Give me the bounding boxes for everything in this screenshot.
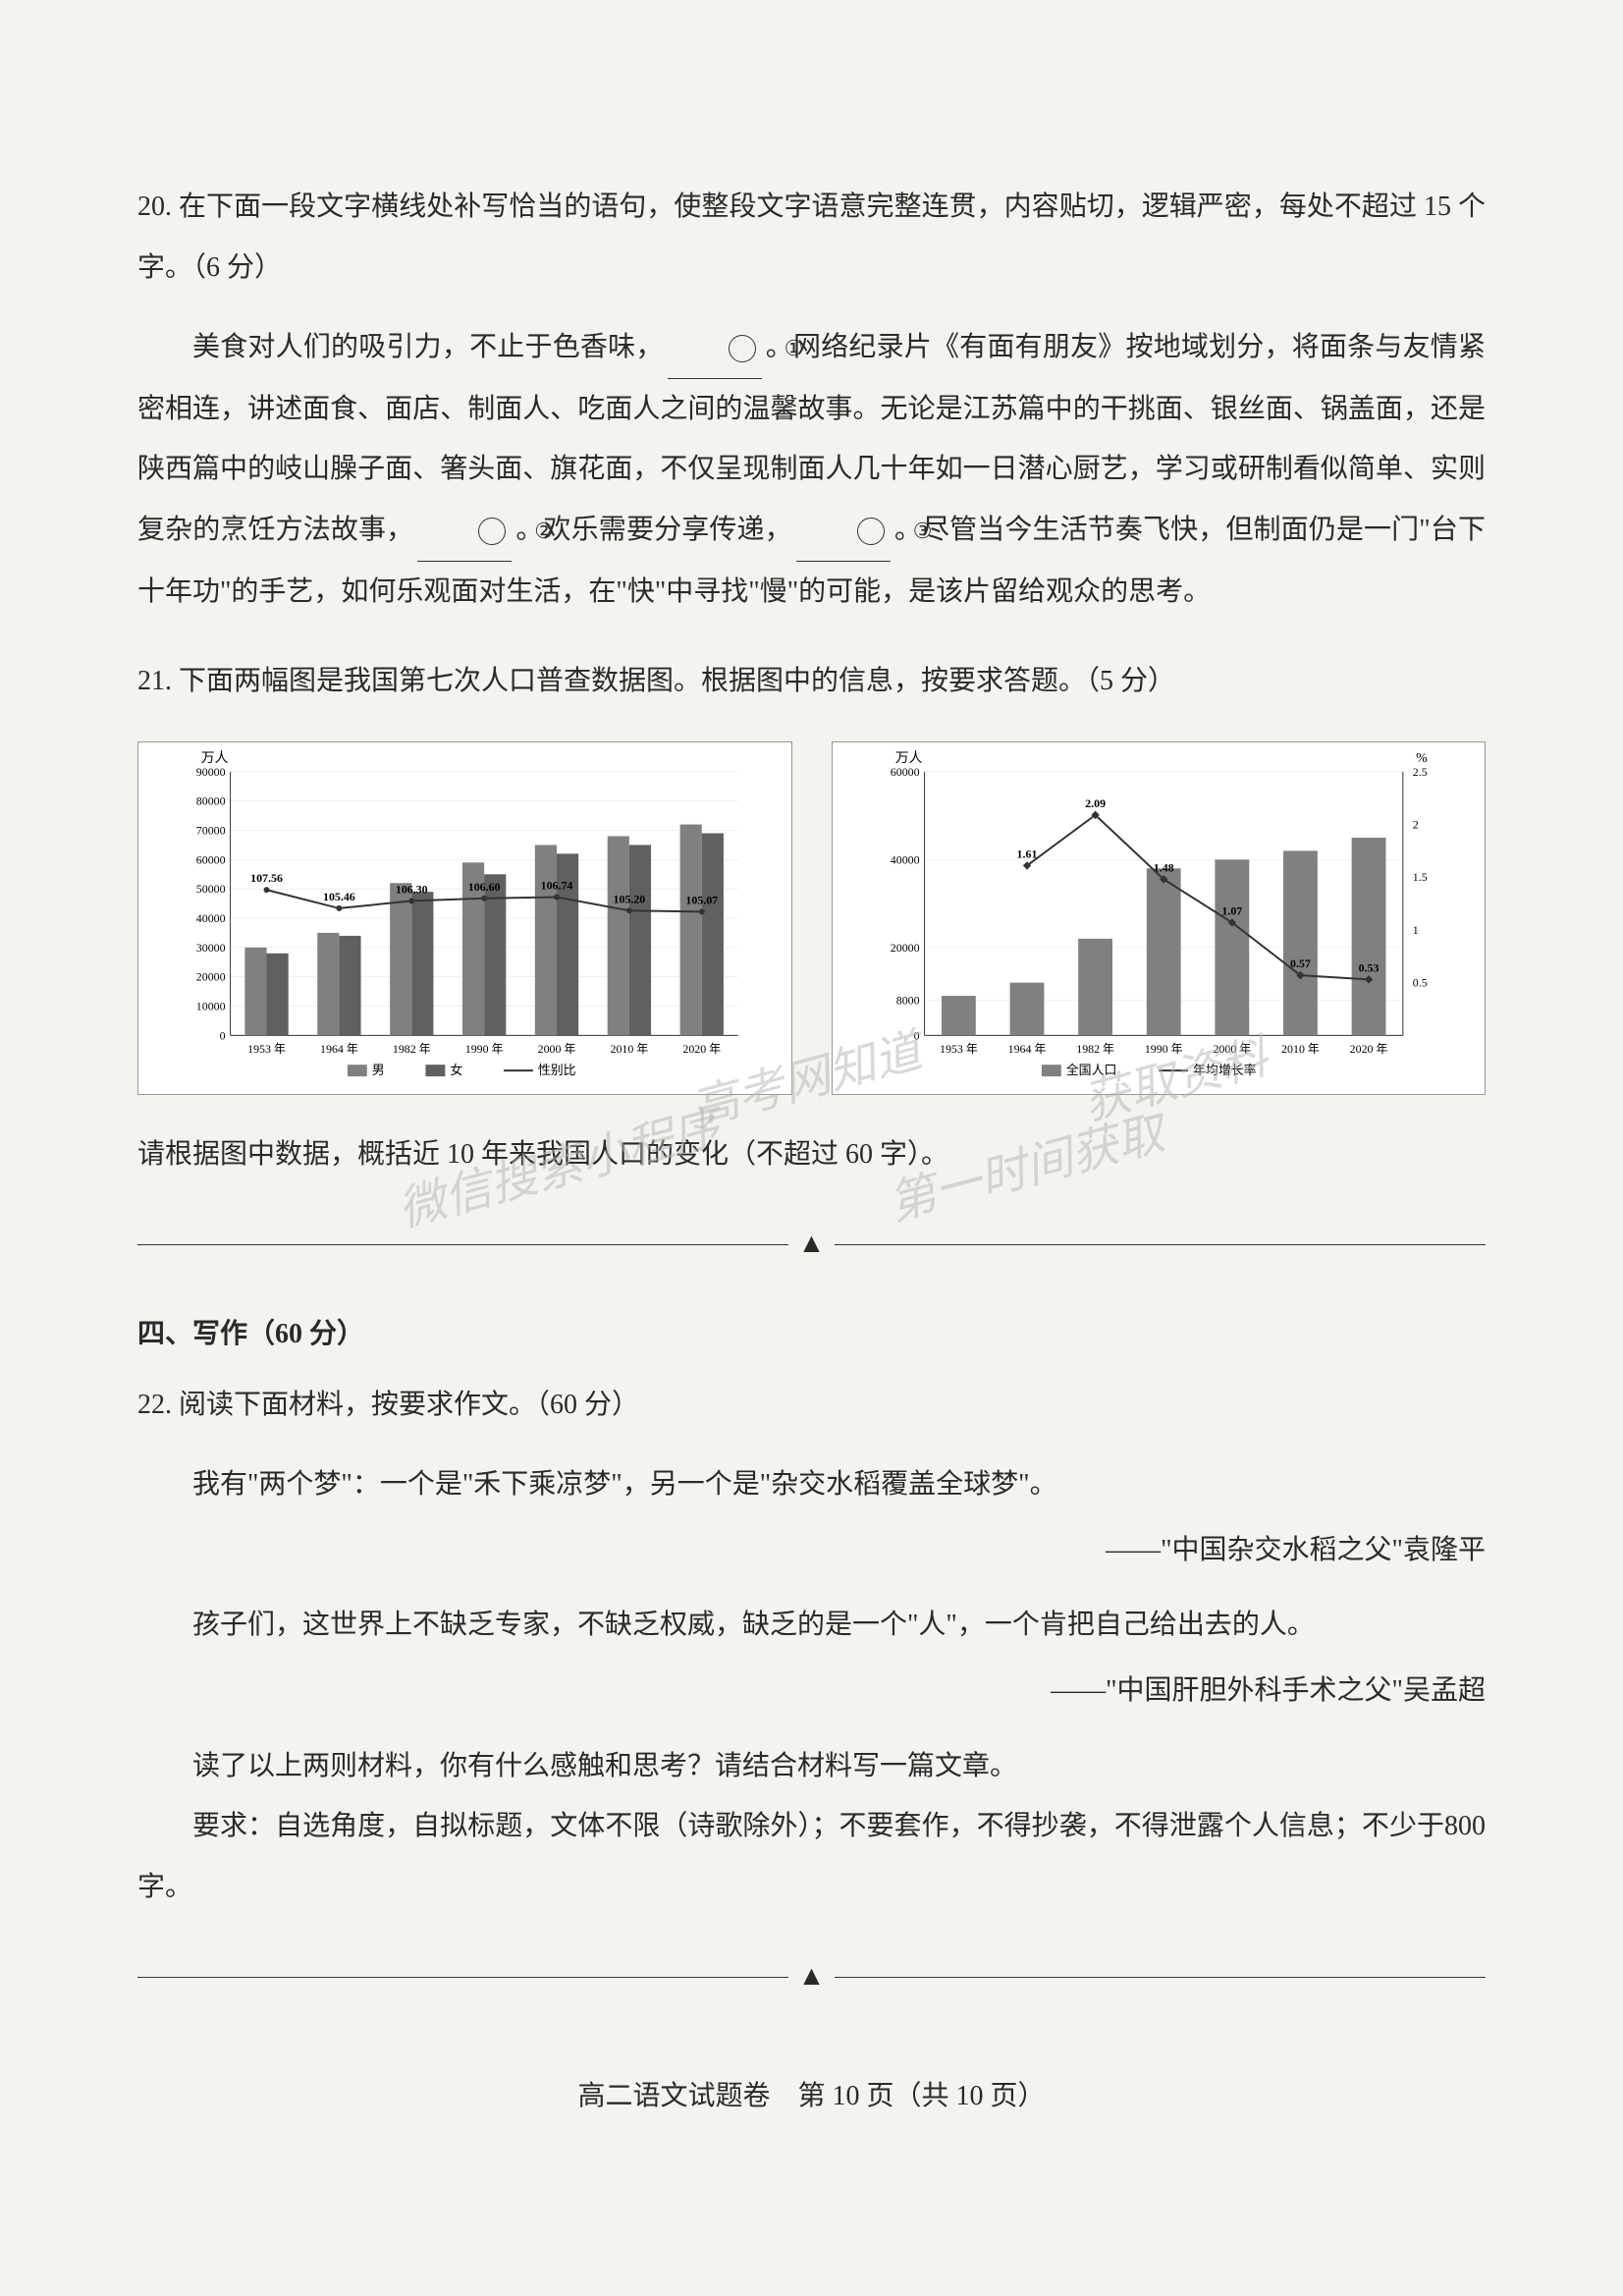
blank2-num: ② [478, 518, 506, 545]
q21-number: 21. [137, 666, 172, 696]
svg-text:105.46: 105.46 [323, 890, 355, 903]
q20-p3: 。欢乐需要分享传递， [515, 515, 791, 545]
svg-text:万人: 万人 [894, 750, 922, 766]
exam-page: 20. 在下面一段文字横线处补写恰当的语句，使整段文字语意完整连贯，内容贴切，逻… [137, 177, 1486, 2126]
svg-text:0: 0 [913, 1028, 919, 1042]
svg-text:106.60: 106.60 [468, 880, 501, 894]
svg-text:1990 年: 1990 年 [1144, 1042, 1182, 1056]
svg-text:107.56: 107.56 [250, 871, 283, 885]
svg-text:性别比: 性别比 [538, 1063, 576, 1077]
svg-text:50000: 50000 [196, 882, 226, 896]
svg-text:60000: 60000 [196, 852, 226, 866]
q22-line1: 我有"两个梦"：一个是"禾下乘凉梦"，另一个是"杂交水稻覆盖全球梦"。 [137, 1454, 1486, 1515]
svg-text:106.74: 106.74 [541, 878, 573, 892]
svg-text:万人: 万人 [201, 750, 229, 766]
svg-text:0.5: 0.5 [1412, 975, 1427, 989]
svg-text:2.5: 2.5 [1412, 765, 1427, 779]
svg-text:2: 2 [1412, 817, 1418, 831]
svg-text:1953 年: 1953 年 [247, 1042, 286, 1056]
chart1-svg: 万人 0 10000 20000 30000 40000 50000 60000 70000 80… [138, 742, 791, 1094]
charts-row: 万人 0 10000 20000 30000 40000 50000 60000 70000 80… [137, 741, 1486, 1095]
svg-text:2000 年: 2000 年 [538, 1042, 576, 1056]
svg-text:1982 年: 1982 年 [1076, 1042, 1114, 1056]
q22-prompt-line: 22. 阅读下面材料，按要求作文。（60 分） [137, 1375, 1486, 1436]
q20-prompt-text: 在下面一段文字横线处补写恰当的语句，使整段文字语意完整连贯，内容贴切，逻辑严密，… [137, 191, 1486, 283]
svg-text:105.20: 105.20 [613, 892, 645, 905]
svg-text:1.61: 1.61 [1016, 847, 1037, 860]
svg-text:2010 年: 2010 年 [611, 1042, 649, 1056]
q22-attr1: ——"中国杂交水稻之父"袁隆平 [137, 1520, 1486, 1581]
q22-line3: 读了以上两则材料，你有什么感触和思考？请结合材料写一篇文章。 [137, 1736, 1486, 1797]
q20-number: 20. [137, 191, 172, 222]
svg-text:90000: 90000 [196, 765, 226, 779]
chart-2: 万人% 0 8000 20000 40000 60000 0.5 1 1.5 2 2.5 1953 年… [832, 741, 1487, 1095]
svg-text:0.53: 0.53 [1358, 960, 1379, 974]
answer-line-2: ▲ [137, 1946, 1486, 2007]
svg-text:2020 年: 2020 年 [682, 1042, 721, 1056]
svg-text:1.5: 1.5 [1412, 870, 1427, 884]
svg-text:10000: 10000 [196, 999, 226, 1012]
q21-instruction: 请根据图中数据，概括近 10 年来我国人口的变化（不超过 60 字）。 [137, 1124, 1486, 1185]
blank-1: ① [668, 317, 762, 379]
svg-text:1: 1 [1412, 923, 1418, 937]
section-4-heading: 四、写作（60 分） [137, 1304, 1486, 1365]
chart-1: 万人 0 10000 20000 30000 40000 50000 60000 70000 80… [137, 741, 792, 1095]
q21-prompt: 21. 下面两幅图是我国第七次人口普查数据图。根据图中的信息，按要求答题。（5 … [137, 651, 1486, 712]
q20-passage: 美食对人们的吸引力，不止于色香味，①。网络纪录片《有面有朋友》按地域划分，将面条… [137, 317, 1486, 622]
q22-prompt-text: 阅读下面材料，按要求作文。（60 分） [179, 1390, 639, 1420]
svg-text:1982 年: 1982 年 [393, 1042, 431, 1056]
q22-attr2: ——"中国肝胆外科手术之父"吴孟超 [137, 1661, 1486, 1722]
svg-text:1.07: 1.07 [1221, 903, 1242, 917]
blank3-num: ③ [857, 518, 885, 545]
q22-number: 22. [137, 1390, 172, 1420]
svg-text:2.09: 2.09 [1085, 796, 1106, 810]
svg-text:105.07: 105.07 [685, 893, 718, 906]
triangle-marker: ▲ [788, 1229, 836, 1259]
q22-line4: 要求：自选角度，自拟标题，文体不限（诗歌除外）；不要套作，不得抄袭，不得泄露个人… [137, 1796, 1486, 1917]
svg-text:2010 年: 2010 年 [1281, 1042, 1320, 1056]
svg-text:20000: 20000 [890, 941, 919, 955]
svg-text:40000: 40000 [196, 911, 226, 925]
q20-prompt: 20. 在下面一段文字横线处补写恰当的语句，使整段文字语意完整连贯，内容贴切，逻… [137, 177, 1486, 298]
q21-prompt-text: 下面两幅图是我国第七次人口普查数据图。根据图中的信息，按要求答题。（5 分） [179, 666, 1175, 696]
svg-text:男: 男 [372, 1063, 385, 1077]
svg-text:30000: 30000 [196, 941, 226, 955]
svg-text:%: % [1416, 751, 1428, 766]
page-footer: 高二语文试题卷 第 10 页（共 10 页） [137, 2066, 1486, 2127]
svg-text:60000: 60000 [890, 765, 919, 779]
svg-text:1964 年: 1964 年 [1007, 1042, 1046, 1056]
q22-line2: 孩子们，这世界上不缺乏专家，不缺乏权威，缺乏的是一个"人"，一个肯把自己给出去的… [137, 1595, 1486, 1656]
svg-text:2000 年: 2000 年 [1213, 1042, 1251, 1056]
svg-text:106.30: 106.30 [396, 882, 428, 896]
svg-text:女: 女 [450, 1063, 462, 1077]
svg-text:1964 年: 1964 年 [320, 1042, 358, 1056]
blank-2: ② [417, 500, 512, 562]
svg-text:1953 年: 1953 年 [940, 1042, 978, 1056]
svg-text:2020 年: 2020 年 [1349, 1042, 1387, 1056]
svg-text:20000: 20000 [196, 969, 226, 983]
answer-line-1: ▲ [137, 1214, 1486, 1275]
svg-text:70000: 70000 [196, 823, 226, 837]
svg-text:0: 0 [220, 1028, 226, 1042]
q20-p1: 美食对人们的吸引力，不止于色香味， [192, 332, 664, 362]
svg-text:80000: 80000 [196, 793, 226, 807]
svg-text:年均增长率: 年均增长率 [1193, 1063, 1257, 1077]
svg-text:1990 年: 1990 年 [465, 1042, 504, 1056]
triangle-marker-2: ▲ [788, 1961, 836, 1992]
blank1-num: ① [729, 335, 756, 362]
svg-text:0.57: 0.57 [1290, 957, 1311, 970]
svg-text:40000: 40000 [890, 852, 919, 866]
chart2-svg: 万人% 0 8000 20000 40000 60000 0.5 1 1.5 2 2.5 1953 年… [833, 742, 1486, 1094]
svg-text:全国人口: 全国人口 [1065, 1063, 1116, 1077]
blank-3: ③ [796, 500, 891, 562]
svg-text:8000: 8000 [895, 993, 919, 1007]
